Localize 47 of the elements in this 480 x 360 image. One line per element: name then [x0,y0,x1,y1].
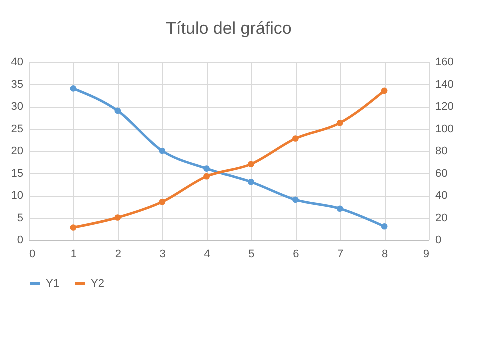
x-tick-label: 5 [248,248,255,260]
y-tick-label: 15 [11,168,24,180]
point [204,166,210,172]
point [381,88,388,94]
y2-tick-label: 100 [436,123,454,136]
point [114,214,122,221]
x-tick-label: 8 [382,248,388,260]
y-tick-label: 25 [11,123,24,136]
point [336,120,344,126]
point [204,173,210,180]
legend-label: Y2 [91,278,104,290]
point [248,178,254,186]
x-tick-label: 9 [423,248,430,260]
point [292,136,299,142]
point [114,108,122,114]
y-tick-label: 40 [11,56,24,68]
point [336,206,344,212]
point [292,196,299,204]
x-tick-label: 6 [293,248,300,260]
y2-tick-label: 0 [436,234,442,246]
y2-tick-label: 40 [436,190,448,202]
y2-tick-label: 20 [436,212,448,224]
point [70,224,77,231]
x-tick-label: 0 [30,248,36,260]
y2-tick-label: 140 [436,78,454,91]
chart-title: Título del gráfico [166,19,292,38]
point [381,223,388,230]
y2-tick-label: 160 [436,56,454,68]
y-tick-label: 10 [11,190,24,202]
point [248,161,254,168]
x-tick-label: 2 [115,248,122,260]
point [70,86,77,92]
point [159,148,166,154]
y-tick-label: 0 [17,234,24,246]
point [159,199,166,206]
x-tick-label: 1 [70,248,78,260]
y-tick-label: 35 [11,78,24,91]
x-tick-label: 7 [338,248,344,260]
y-tick-label: 30 [11,101,24,113]
y2-tick-label: 60 [436,168,448,180]
y-tick-label: 20 [11,146,24,158]
x-tick-label: 3 [160,248,166,260]
y2-tick-label: 120 [436,101,454,113]
legend-label: Y1 [46,278,60,290]
x-tick-label: 4 [204,248,210,260]
y2-tick-label: 80 [436,146,448,158]
y-tick-label: 5 [17,212,24,224]
